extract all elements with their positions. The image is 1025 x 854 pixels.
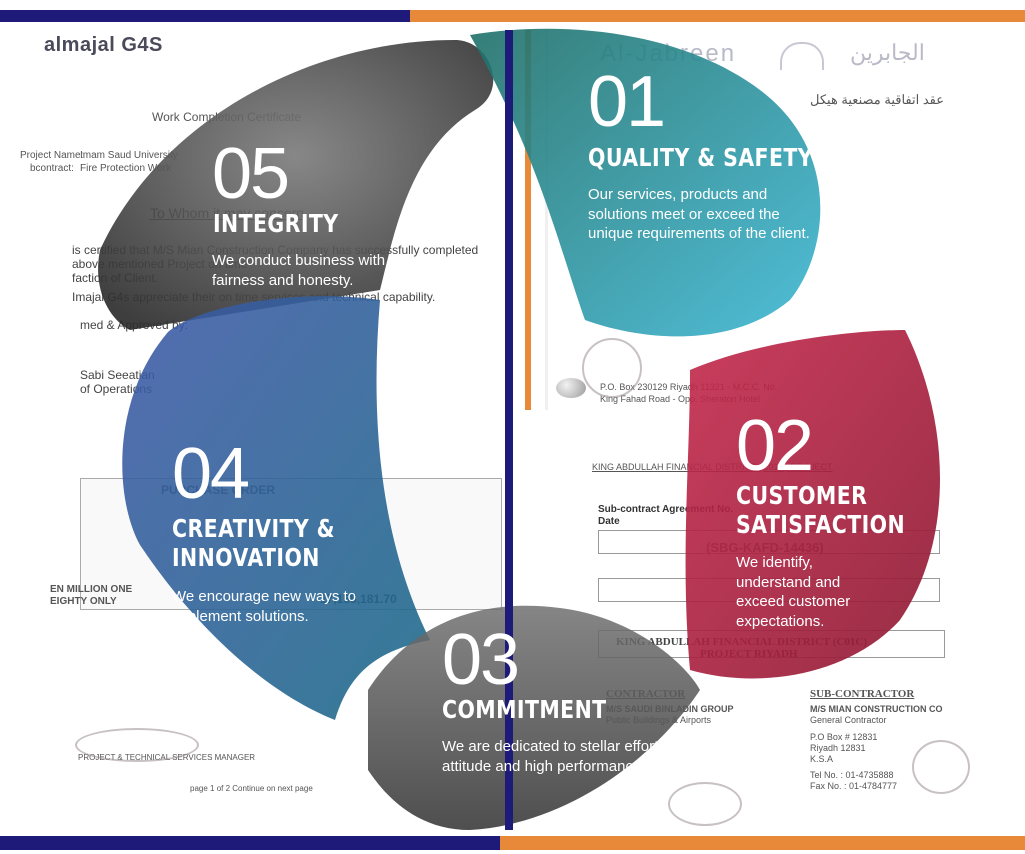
subcontractor-heading: SUB-CONTRACTOR: [810, 688, 915, 700]
almajal-logo: almajal G4S: [44, 34, 163, 56]
top-bar-accent: [410, 10, 1025, 22]
blue-divider: [505, 30, 513, 830]
project-value: Imam Saud University: [80, 150, 178, 161]
orange-divider: [525, 30, 531, 410]
stamp-seal-right: [912, 740, 970, 794]
signature-oval: [75, 728, 199, 762]
sub-fax: Fax No. : 01-4784777: [810, 781, 898, 791]
segment-03-number: 03: [442, 620, 520, 700]
date-label: Date: [598, 516, 620, 527]
pipe-end: [556, 378, 586, 398]
aljabreen-logo-arabic: الجابرين: [850, 40, 925, 65]
signatory-name: Sabi Seeatian: [80, 368, 155, 382]
segment-04-desc: We encourage new ways to implement solut…: [172, 588, 356, 625]
house-logo-icon: [780, 42, 824, 70]
po-box-line: P.O. Box 230129 Riyadh 11321 - M.C.C. No…: [600, 382, 778, 392]
segment-05-desc: We conduct business with fairness and ho…: [212, 252, 386, 289]
contract-title: عقد اتفاقية مصنعية هيكل: [810, 92, 944, 107]
stamp-seal-bottom: [668, 782, 742, 826]
subcontract-label: bcontract:: [30, 163, 74, 174]
white-divider: [545, 30, 548, 410]
sub-country: K.S.A: [810, 754, 834, 764]
segment-05-number: 05: [212, 134, 290, 214]
segment-03-title: COMMITMENT: [442, 695, 607, 724]
segment-02-title: CUSTOMER SATISFACTION: [736, 481, 906, 539]
subcontract-value: Fire Protection Work: [80, 163, 171, 174]
segment-05-title: INTEGRITY: [213, 209, 339, 238]
segment-03-desc: We are dedicated to stellar effort, posi…: [442, 738, 718, 775]
subcontractor-name: M/S MIAN CONSTRUCTION CO: [810, 704, 943, 714]
segment-02-desc: We identify, understand and exceed custo…: [736, 554, 851, 630]
segment-04-shape: [122, 296, 430, 720]
subcontract-no: Sub-contract Agreement No.: [598, 504, 734, 515]
page-footer: page 1 of 2 Continue on next page: [190, 784, 313, 793]
po-words: EN MILLION ONE: [50, 584, 133, 595]
project-label: Project Name:: [20, 150, 84, 161]
segment-02-number: 02: [736, 406, 814, 486]
segment-04-title: CREATIVITY & INNOVATION: [172, 514, 335, 572]
bottom-bar-accent: [0, 836, 500, 850]
sub-pobox: P.O Box # 12831: [810, 732, 878, 742]
segment-01-title: QUALITY & SAFETY: [588, 143, 814, 172]
sub-tel: Tel No. : 01-4735888: [810, 770, 894, 780]
segment-04-number: 04: [172, 434, 250, 514]
segment-01-shape: [470, 28, 821, 337]
segment-05-shape: [98, 40, 494, 330]
segment-01-desc: Our services, products and solutions mee…: [588, 186, 810, 242]
subcontractor-type: General Contractor: [810, 715, 887, 725]
segment-02-shape: [685, 330, 940, 679]
segment-03-shape: [368, 605, 700, 830]
stamp-seal: [582, 338, 642, 398]
po-words-2: EIGHTY ONLY: [50, 596, 117, 607]
sub-city: Riyadh 12831: [810, 743, 866, 753]
segment-01-number: 01: [588, 62, 666, 142]
address-line: King Fahad Road - Opp. Sheraton Hotel: [600, 394, 761, 404]
